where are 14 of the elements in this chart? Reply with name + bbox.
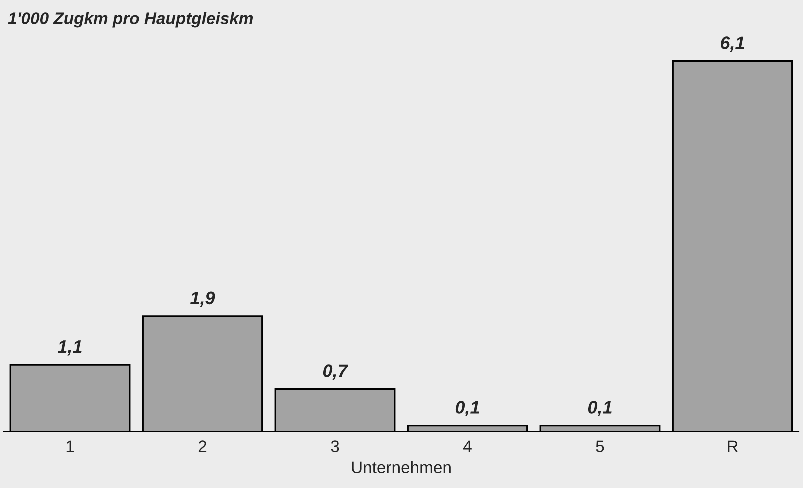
data-label: 0,1 xyxy=(588,401,612,417)
x-axis-title: Unternehmen xyxy=(352,461,451,474)
data-label: 0,7 xyxy=(323,364,349,380)
data-label: 1,1 xyxy=(58,340,82,356)
x-tick-label: 1 xyxy=(66,440,74,452)
x-tick-label: 2 xyxy=(198,440,207,452)
y-axis-title: 1'000 Zugkm pro Hauptgleiskm xyxy=(8,12,254,28)
data-label: 6,1 xyxy=(721,36,744,52)
x-tick-label: 5 xyxy=(596,440,604,452)
x-tick-label: R xyxy=(728,440,738,452)
x-tick-label: 4 xyxy=(463,440,472,452)
data-label: 0,1 xyxy=(456,401,480,417)
x-tick-label: 3 xyxy=(331,440,340,452)
data-label: 1,9 xyxy=(190,292,216,308)
